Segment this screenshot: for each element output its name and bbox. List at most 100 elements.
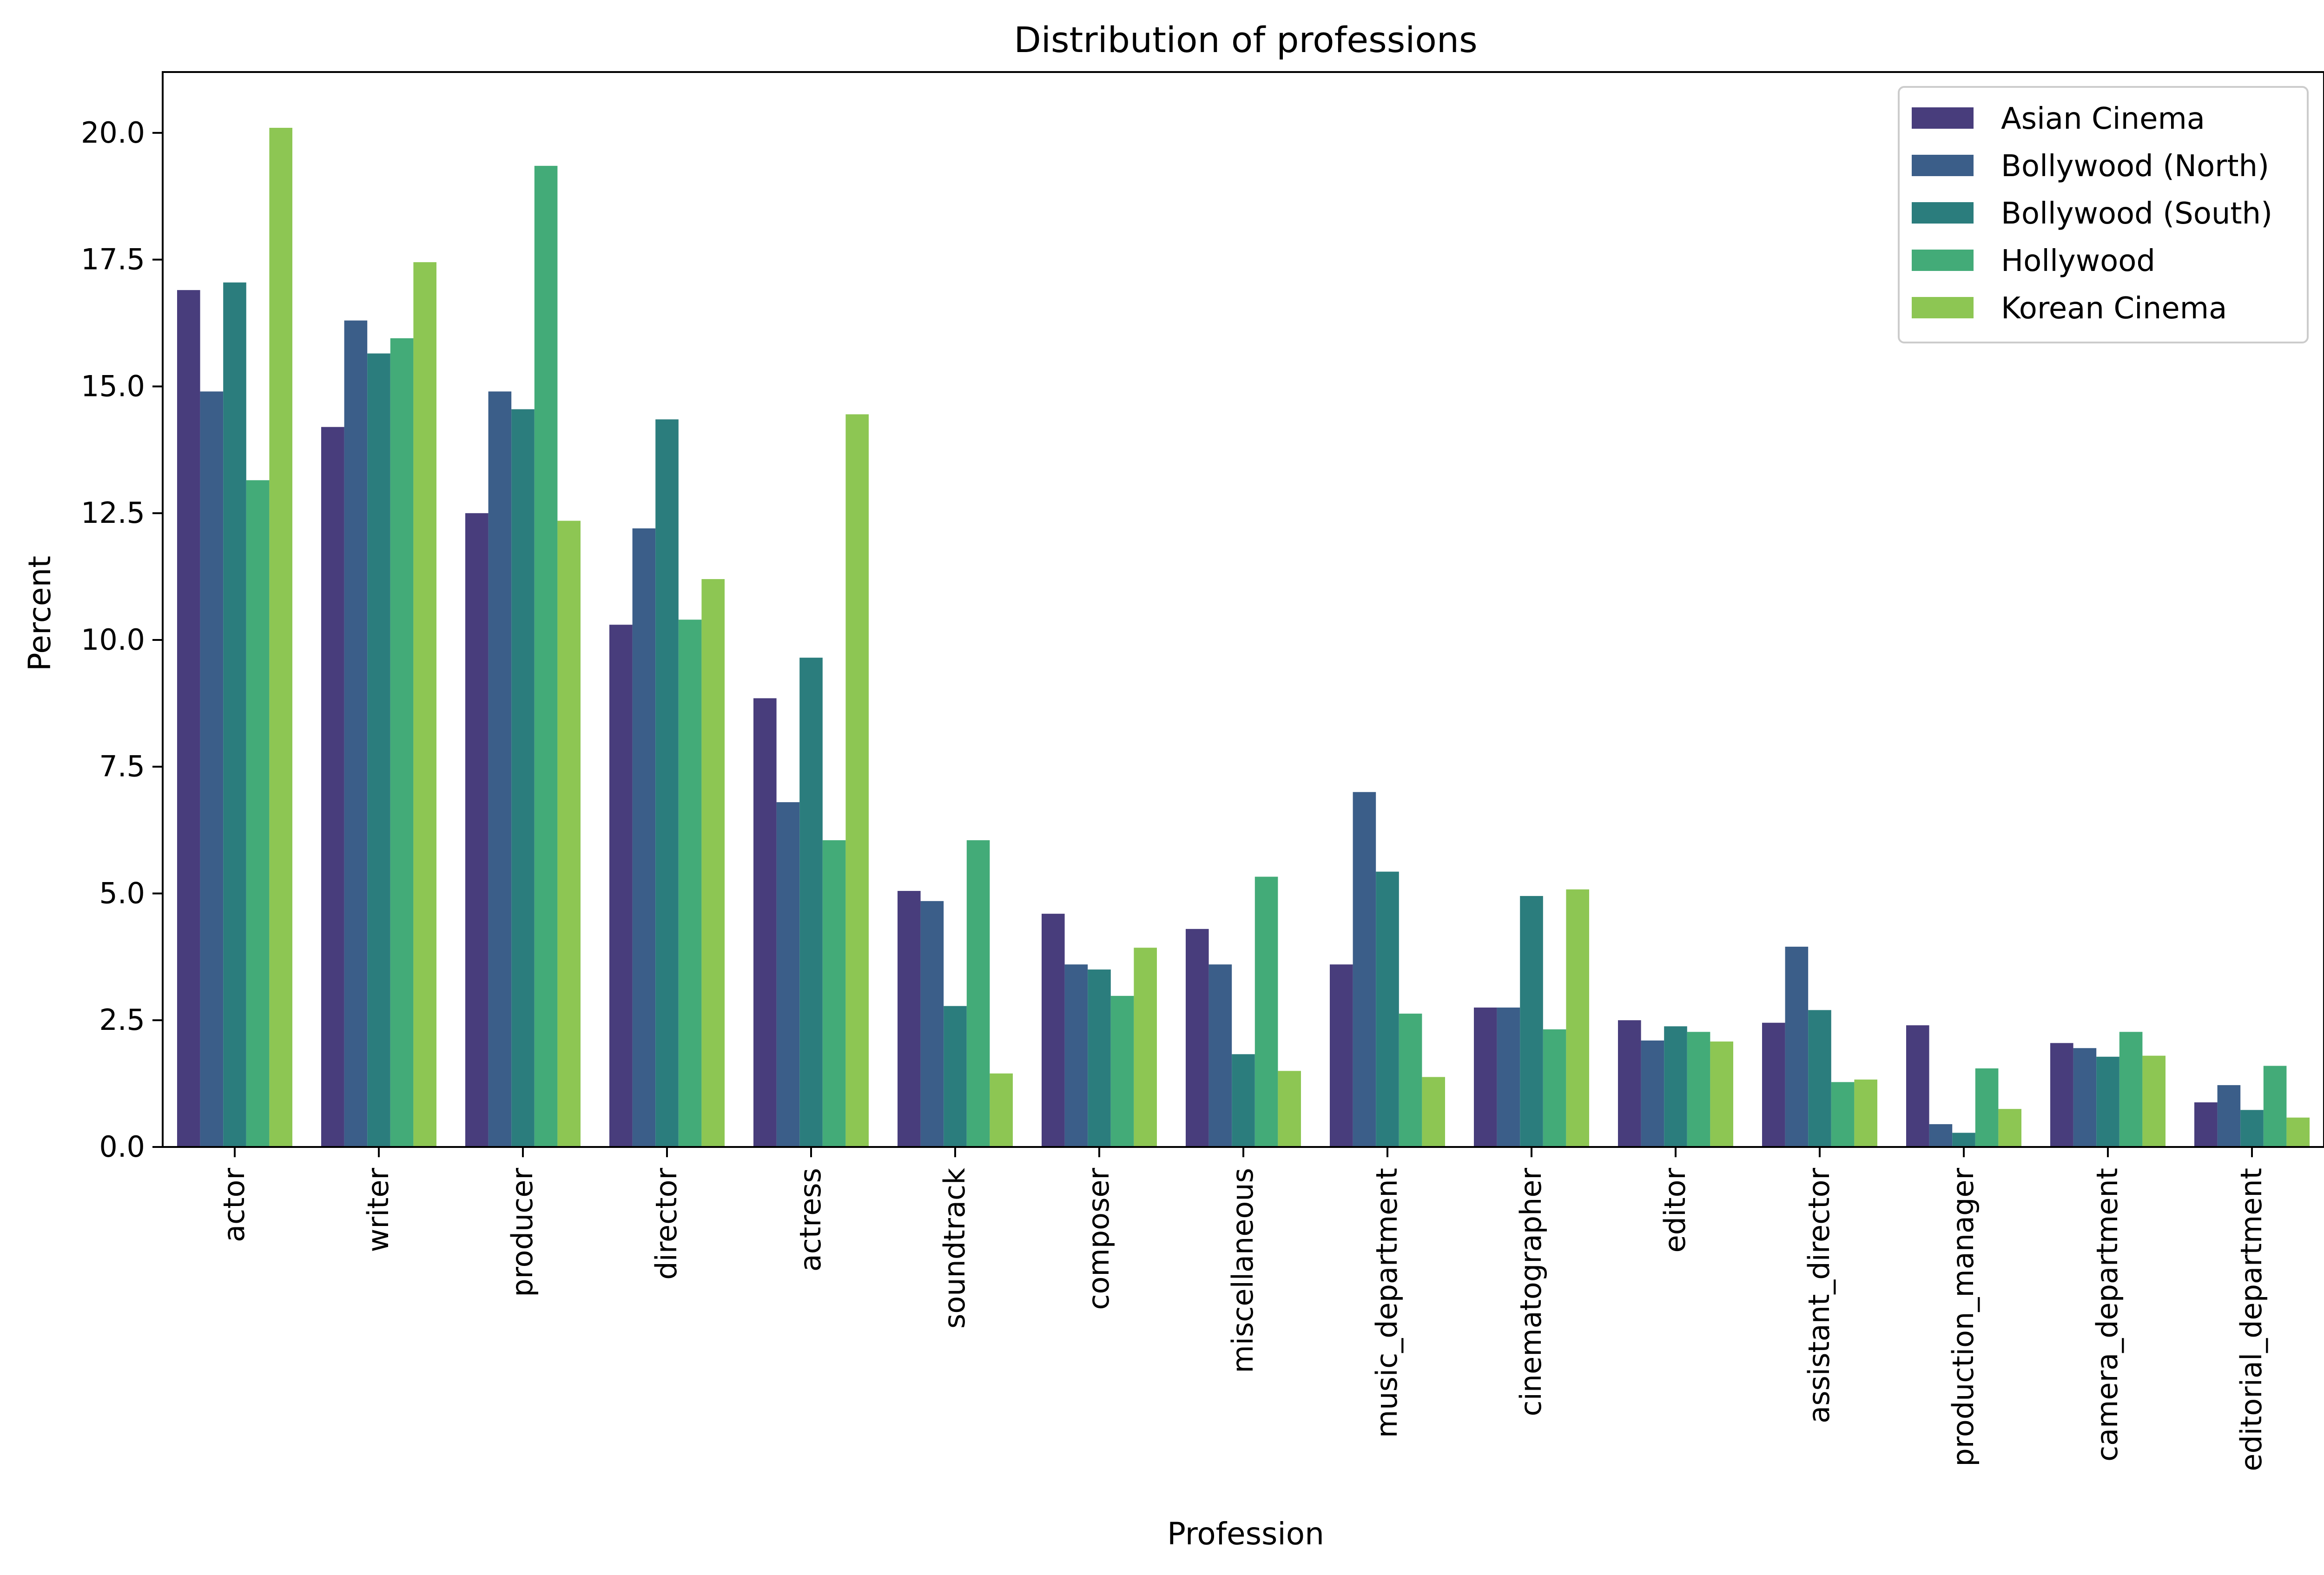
bar-camera_department-bollywood-south [2096,1056,2119,1147]
bar-miscellaneous-hollywood [1254,876,1278,1147]
bar-actor-bollywood-south [223,282,246,1147]
bar-assistant_director-hollywood [1831,1082,1855,1147]
x-tick-label: actress [793,1168,827,1272]
legend-swatch [1912,297,1974,318]
bar-music_department-asian-cinema [1330,964,1353,1147]
bar-writer-asian-cinema [321,427,344,1147]
bar-editor-bollywood-south [1664,1026,1687,1147]
bar-writer-hollywood [390,338,414,1147]
bar-music_department-bollywood-north [1353,792,1376,1147]
y-tick-label: 15.0 [81,369,145,403]
x-tick-label: soundtrack [938,1168,971,1329]
bar-camera_department-hollywood [2119,1032,2143,1147]
bar-composer-korean-cinema [1134,948,1157,1147]
x-tick-label: director [649,1168,683,1280]
x-tick-label: editorial_department [2234,1168,2268,1471]
bar-actress-bollywood-north [776,802,800,1147]
bar-production_manager-korean-cinema [1998,1109,2021,1147]
bar-producer-bollywood-north [488,391,512,1147]
legend-label: Bollywood (South) [2001,197,2272,231]
x-tick-label: production_manager [1946,1168,1980,1467]
bar-miscellaneous-asian-cinema [1186,929,1209,1147]
y-tick-label: 7.5 [99,750,145,784]
bar-actress-korean-cinema [845,414,869,1147]
bar-producer-asian-cinema [465,513,489,1147]
y-axis-label: Percent [22,556,58,671]
y-tick-label: 5.0 [99,876,145,910]
bar-music_department-korean-cinema [1422,1077,1445,1147]
bar-soundtrack-hollywood [966,840,990,1147]
y-tick-label: 10.0 [81,623,145,657]
bar-editor-hollywood [1687,1032,1710,1147]
y-tick-label: 17.5 [81,243,145,277]
bar-miscellaneous-bollywood-south [1232,1054,1255,1147]
bar-editor-korean-cinema [1710,1041,1733,1147]
x-tick-label: composer [1082,1167,1116,1310]
x-tick-label: miscellaneous [1226,1168,1260,1373]
bar-soundtrack-bollywood-north [920,901,944,1147]
chart-title: Distribution of professions [1014,19,1477,60]
bar-director-bollywood-south [655,419,679,1147]
bar-assistant_director-asian-cinema [1762,1022,1785,1147]
x-tick-label: cinematographer [1514,1167,1548,1416]
legend-swatch [1912,250,1974,271]
bar-soundtrack-korean-cinema [990,1073,1013,1147]
bar-miscellaneous-korean-cinema [1278,1071,1301,1147]
bar-soundtrack-bollywood-south [944,1006,967,1147]
legend-label: Asian Cinema [2001,102,2205,136]
y-tick-label: 2.5 [99,1003,145,1037]
x-tick-label: camera_department [2090,1168,2124,1462]
x-tick-label: editor [1658,1168,1692,1253]
bar-actress-bollywood-south [799,658,823,1147]
bar-production_manager-asian-cinema [1906,1025,1929,1147]
legend-box [1898,86,2309,343]
legend: Asian Cinema Bollywood (North) Bollywood (… [1898,86,2309,343]
x-tick-label: producer [505,1167,539,1297]
y-tick-label: 20.0 [81,116,145,150]
bar-director-asian-cinema [609,625,633,1147]
bar-production_manager-bollywood-north [1929,1124,1953,1147]
bar-cinematographer-korean-cinema [1566,889,1589,1147]
bar-actress-asian-cinema [753,698,777,1147]
bar-editorial_department-asian-cinema [2194,1102,2218,1147]
y-axis: 0.0 2.5 5.0 7.5 10.0 12.5 15.0 17.5 20.0 [81,116,163,1164]
x-axis: actor writer producer director actress soundt… [217,1147,2268,1471]
bar-director-hollywood [678,619,702,1147]
bar-producer-bollywood-south [511,409,535,1147]
bar-composer-hollywood [1110,995,1134,1147]
x-axis-label: Profession [1167,1516,1324,1552]
bar-assistant_director-bollywood-south [1808,1010,1831,1147]
bar-cinematographer-bollywood-south [1520,896,1543,1147]
bar-actor-korean-cinema [269,128,292,1147]
x-tick-label: music_department [1370,1168,1404,1438]
bar-composer-bollywood-north [1064,964,1088,1147]
bar-production_manager-hollywood [1975,1068,1999,1147]
y-tick-label: 12.5 [81,496,145,530]
bar-writer-bollywood-north [344,320,368,1147]
x-tick-label: writer [361,1167,395,1252]
bar-production_manager-bollywood-south [1952,1133,1975,1147]
bar-composer-bollywood-south [1088,969,1111,1147]
bar-editor-bollywood-north [1641,1040,1664,1147]
bar-producer-korean-cinema [557,521,581,1147]
bars-group [177,128,2310,1147]
bar-camera_department-korean-cinema [2142,1055,2166,1147]
bar-actor-hollywood [246,480,270,1147]
bar-cinematographer-asian-cinema [1474,1007,1497,1147]
legend-label: Bollywood (North) [2001,149,2269,184]
bar-writer-bollywood-south [367,353,390,1147]
bar-cinematographer-hollywood [1543,1029,1566,1147]
bar-composer-asian-cinema [1042,914,1065,1147]
x-tick-label: actor [217,1168,251,1242]
bar-miscellaneous-bollywood-north [1208,964,1232,1147]
bar-writer-korean-cinema [413,262,436,1147]
bar-director-korean-cinema [701,579,725,1147]
y-tick-label: 0.0 [99,1130,145,1164]
bar-assistant_director-bollywood-north [1785,947,1809,1147]
legend-swatch [1912,155,1974,176]
bar-camera_department-asian-cinema [2050,1043,2073,1147]
bar-cinematographer-bollywood-north [1497,1007,1520,1147]
legend-label: Korean Cinema [2001,291,2227,326]
